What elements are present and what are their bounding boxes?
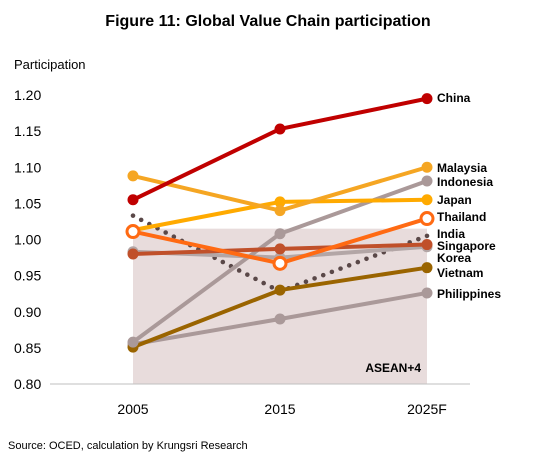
series-label-singapore: Singapore — [437, 239, 496, 253]
axis-layer: 1.20 1.15 1.10 1.05 1.00 0.95 0.90 0.85 0.80 2005… — [14, 87, 470, 417]
x-tick-label: 2025F — [407, 401, 447, 417]
data-point — [421, 239, 433, 251]
series-label-malaysia: Malaysia — [437, 161, 487, 175]
series-dot — [416, 236, 421, 242]
data-point — [127, 336, 139, 348]
data-point — [274, 205, 286, 217]
series-dot — [372, 253, 378, 258]
series-singapore — [127, 239, 433, 260]
data-point — [274, 313, 286, 325]
series-label-japan: Japan — [437, 193, 472, 207]
series-label-china: China — [437, 91, 471, 105]
series-dot — [236, 268, 242, 273]
series-china — [127, 93, 433, 206]
series-label-thailand: Thailand — [437, 210, 486, 224]
data-point — [421, 194, 433, 206]
series-label-philippines: Philippines — [437, 287, 501, 301]
series-dot — [245, 272, 250, 277]
data-point — [274, 284, 286, 296]
data-point — [274, 123, 286, 135]
series-dot — [346, 263, 352, 268]
y-tick-label: 1.15 — [14, 123, 41, 139]
series-dot — [424, 233, 430, 239]
series-dot — [320, 272, 326, 278]
series-dot — [312, 276, 317, 281]
data-point — [421, 262, 433, 274]
data-point — [421, 93, 433, 105]
series-label-india: India — [437, 227, 465, 241]
series-dot — [163, 230, 168, 235]
data-point — [127, 194, 139, 206]
series-dot — [261, 280, 266, 286]
data-point — [127, 170, 139, 182]
y-tick-label: 0.90 — [14, 304, 41, 320]
data-point — [274, 228, 286, 240]
data-point — [421, 175, 433, 187]
source-note: Source: OCED, calculation by Krungsri Re… — [8, 440, 248, 452]
data-point — [127, 248, 139, 260]
data-point — [125, 224, 141, 240]
data-point — [272, 255, 288, 271]
series-dot — [303, 279, 309, 285]
series-dot — [364, 256, 369, 262]
series-layer — [125, 93, 435, 353]
series-dot — [130, 213, 136, 218]
series-label-korea: Korea — [437, 251, 471, 265]
series-dot — [338, 266, 343, 271]
asean-region-label: ASEAN+4 — [365, 361, 421, 375]
x-tick-label: 2015 — [264, 401, 295, 417]
series-label-vietnam: Vietnam — [437, 266, 483, 280]
series-malaysia — [127, 161, 433, 217]
y-tick-label: 0.80 — [14, 376, 41, 392]
series-dot — [269, 285, 275, 290]
y-tick-label: 1.05 — [14, 195, 41, 211]
series-dot — [253, 276, 258, 282]
series-dot — [171, 234, 177, 240]
y-tick-label: 1.10 — [14, 159, 41, 175]
series-label-indonesia: Indonesia — [437, 175, 493, 189]
y-tick-label: 1.20 — [14, 87, 41, 103]
series-dot — [220, 259, 226, 265]
chart-title: Figure 11: Global Value Chain participat… — [105, 13, 430, 30]
y-tick-label: 0.95 — [14, 268, 41, 284]
y-tick-label: 1.00 — [14, 232, 41, 248]
series-dot — [355, 259, 361, 265]
data-point — [421, 161, 433, 173]
x-tick-label: 2005 — [117, 401, 148, 417]
data-point — [421, 287, 433, 299]
y-tick-label: 0.85 — [14, 340, 41, 356]
series-dot — [138, 217, 144, 223]
series-dot — [329, 269, 335, 275]
data-point — [274, 243, 286, 255]
series-thailand — [125, 211, 435, 271]
data-point — [274, 196, 286, 208]
y-axis-label: Participation — [14, 57, 86, 72]
data-point — [419, 211, 435, 227]
